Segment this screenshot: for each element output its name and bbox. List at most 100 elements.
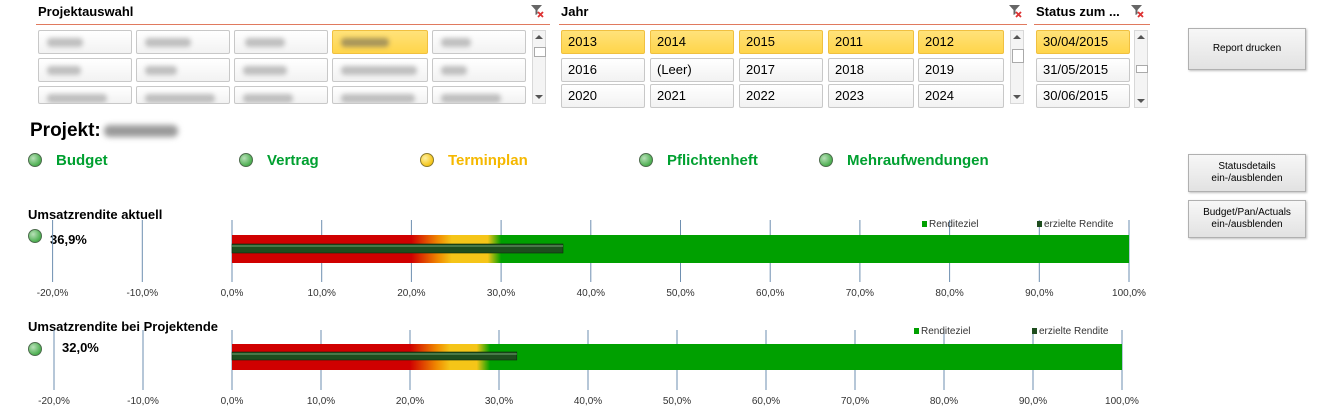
legend-label: Renditeziel xyxy=(929,219,978,230)
status-date-tile[interactable]: 30/04/2015 xyxy=(1036,30,1130,54)
project-tile-selected[interactable] xyxy=(332,30,428,54)
status-dot-icon xyxy=(420,153,434,167)
project-label: Projekt: xyxy=(30,120,101,141)
jahr-tile[interactable]: 2023 xyxy=(828,84,914,108)
legend-label: Renditeziel xyxy=(921,326,970,337)
x-tick-label: 10,0% xyxy=(307,396,335,407)
x-tick-label: 40,0% xyxy=(574,396,602,407)
project-tile[interactable] xyxy=(432,86,526,104)
scroll-down-icon[interactable] xyxy=(1013,95,1021,99)
status-pflichtenheft: Pflichtenheft xyxy=(639,150,758,170)
jahr-tile[interactable]: (Leer) xyxy=(650,58,734,82)
x-tick-label: 20,0% xyxy=(397,288,425,299)
x-tick-label: 70,0% xyxy=(846,288,874,299)
status-terminplan: Terminplan xyxy=(420,150,528,170)
status-dot-icon xyxy=(28,229,42,243)
scroll-thumb[interactable] xyxy=(1136,65,1148,73)
slicer-title-projektauswahl: Projektauswahl xyxy=(38,4,134,19)
scroll-down-icon[interactable] xyxy=(1137,99,1145,103)
x-tick-label: -10,0% xyxy=(126,288,158,299)
jahr-tile[interactable]: 2016 xyxy=(561,58,645,82)
jahr-tile[interactable]: 2024 xyxy=(918,84,1004,108)
status-date-tile[interactable]: 30/06/2015 xyxy=(1036,84,1130,108)
legend-swatch-renditeziel xyxy=(922,221,927,227)
x-tick-label: 80,0% xyxy=(935,288,963,299)
project-tile[interactable] xyxy=(332,58,428,82)
status-mehraufwendungen: Mehraufwendungen xyxy=(819,150,989,170)
status-date-tile[interactable]: 31/05/2015 xyxy=(1036,58,1130,82)
project-tile[interactable] xyxy=(432,58,526,82)
project-tile[interactable] xyxy=(38,30,132,54)
scroll-down-icon[interactable] xyxy=(535,95,543,99)
scroll-up-icon[interactable] xyxy=(535,35,543,39)
scroll-up-icon[interactable] xyxy=(1013,35,1021,39)
jahr-tile[interactable]: 2011 xyxy=(828,30,914,54)
x-tick-label: 100,0% xyxy=(1105,396,1139,407)
clear-filter-icon[interactable] xyxy=(530,4,544,18)
project-tile[interactable] xyxy=(136,86,230,104)
jahr-tile[interactable]: 2021 xyxy=(650,84,734,108)
chart-value-label: 36,9% xyxy=(50,232,87,247)
clear-filter-icon[interactable] xyxy=(1008,4,1022,18)
status-vertrag: Vertrag xyxy=(239,150,319,170)
status-scrollbar[interactable] xyxy=(1134,30,1148,108)
jahr-scrollbar[interactable] xyxy=(1010,30,1024,104)
x-tick-label: 90,0% xyxy=(1019,396,1047,407)
x-tick-label: 60,0% xyxy=(756,288,784,299)
jahr-tile[interactable]: 2014 xyxy=(650,30,734,54)
x-tick-label: 40,0% xyxy=(577,288,605,299)
status-budget: Budget xyxy=(28,150,108,170)
scroll-up-icon[interactable] xyxy=(1137,35,1145,39)
project-tile[interactable] xyxy=(234,30,328,54)
statusdetails-toggle-button[interactable]: Statusdetails ein-/ausblenden xyxy=(1188,154,1306,192)
x-tick-label: 10,0% xyxy=(308,288,336,299)
projekt-scrollbar[interactable] xyxy=(532,30,546,104)
actual-value-bar xyxy=(231,351,518,361)
budget-toggle-button[interactable]: Budget/Pan/Actuals ein-/ausblenden xyxy=(1188,200,1306,238)
jahr-tile[interactable]: 2017 xyxy=(739,58,823,82)
x-tick-label: 80,0% xyxy=(930,396,958,407)
status-dot-icon xyxy=(819,153,833,167)
legend-swatch-renditeziel xyxy=(914,328,919,334)
x-tick-label: -10,0% xyxy=(127,396,159,407)
scroll-thumb[interactable] xyxy=(534,47,546,57)
status-label: Terminplan xyxy=(448,151,528,169)
x-tick-label: 20,0% xyxy=(396,396,424,407)
jahr-tile[interactable]: 2022 xyxy=(739,84,823,108)
x-tick-label: 50,0% xyxy=(663,396,691,407)
jahr-tile[interactable]: 2012 xyxy=(918,30,1004,54)
actual-value-bar xyxy=(231,243,564,254)
project-tile[interactable] xyxy=(234,86,328,104)
report-drucken-button[interactable]: Report drucken xyxy=(1188,28,1306,70)
project-tile[interactable] xyxy=(38,86,132,104)
jahr-tile[interactable]: 2018 xyxy=(828,58,914,82)
x-tick-label: 30,0% xyxy=(485,396,513,407)
chart-title: Umsatzrendite bei Projektende xyxy=(28,319,218,334)
project-tile[interactable] xyxy=(38,58,132,82)
x-tick-label: -20,0% xyxy=(37,288,69,299)
jahr-tile[interactable]: 2020 xyxy=(561,84,645,108)
project-tile[interactable] xyxy=(136,30,230,54)
jahr-tile[interactable]: 2019 xyxy=(918,58,1004,82)
x-tick-label: 0,0% xyxy=(221,396,244,407)
project-tile[interactable] xyxy=(432,30,526,54)
status-label: Pflichtenheft xyxy=(667,151,758,169)
scroll-thumb[interactable] xyxy=(1012,49,1024,63)
status-dot-icon xyxy=(239,153,253,167)
project-tile[interactable] xyxy=(136,58,230,82)
status-label: Budget xyxy=(56,151,108,169)
clear-filter-icon[interactable] xyxy=(1130,4,1144,18)
project-tile[interactable] xyxy=(332,86,428,104)
legend-label: erzielte Rendite xyxy=(1039,326,1109,337)
actual-value-highlight xyxy=(232,245,563,247)
status-label: Mehraufwendungen xyxy=(847,151,989,169)
umsatzrendite-aktuell-chart: -20,0% -10,0% 0,0% 10,0% 20,0% 30,0% 40,0% 50,0… xyxy=(37,219,1146,299)
x-tick-label: 70,0% xyxy=(841,396,869,407)
jahr-tile[interactable]: 2015 xyxy=(739,30,823,54)
project-name-redacted xyxy=(104,125,178,137)
project-tile[interactable] xyxy=(234,58,328,82)
legend-swatch-erzielte-rendite xyxy=(1032,328,1037,334)
slicer-title-jahr: Jahr xyxy=(561,4,589,19)
jahr-tile[interactable]: 2013 xyxy=(561,30,645,54)
x-tick-label: 0,0% xyxy=(221,288,244,299)
